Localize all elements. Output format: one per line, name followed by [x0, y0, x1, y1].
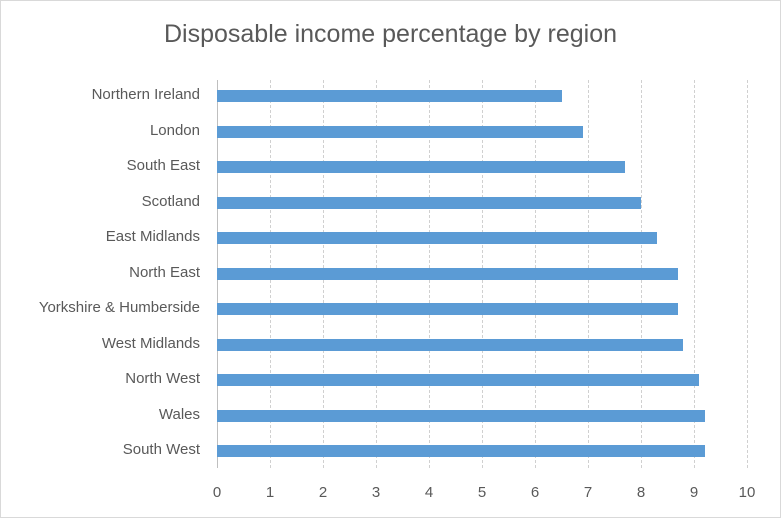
bar [217, 232, 657, 244]
category-label: East Midlands [105, 228, 200, 245]
gridline [694, 80, 695, 468]
tick-label: 2 [318, 484, 328, 501]
tick-label: 7 [583, 484, 593, 501]
category-label: North West [125, 370, 200, 387]
bar [217, 125, 583, 138]
tick-label: 4 [424, 484, 434, 501]
bar [217, 303, 679, 315]
category-label: Scotland [141, 192, 200, 210]
bar [217, 196, 641, 209]
tick-label: 9 [689, 484, 699, 501]
category-label: Yorkshire & Humberside [38, 299, 200, 316]
bar [217, 445, 705, 457]
tick-label: 8 [636, 484, 646, 501]
chart-title: Disposable income percentage by region [163, 20, 618, 48]
category-label: London [149, 121, 200, 139]
category-label: Wales [158, 405, 200, 423]
category-label: South East [126, 157, 200, 174]
bar [217, 338, 684, 351]
bar [217, 267, 679, 280]
gridline [747, 80, 748, 468]
plot-area [217, 80, 748, 468]
bar [217, 409, 705, 422]
category-label: North East [129, 263, 200, 281]
tick-label: 1 [265, 484, 275, 501]
category-label: South West [122, 441, 200, 458]
tick-label: 3 [371, 484, 381, 501]
bar [217, 161, 626, 173]
tick-label: 6 [530, 484, 540, 501]
category-label: Northern Ireland [91, 86, 200, 103]
tick-label: 0 [212, 484, 222, 501]
bar [217, 90, 562, 102]
tick-label: 10 [738, 484, 756, 501]
bar [217, 374, 700, 386]
tick-label: 5 [477, 484, 487, 501]
category-label: West Midlands [101, 334, 200, 352]
